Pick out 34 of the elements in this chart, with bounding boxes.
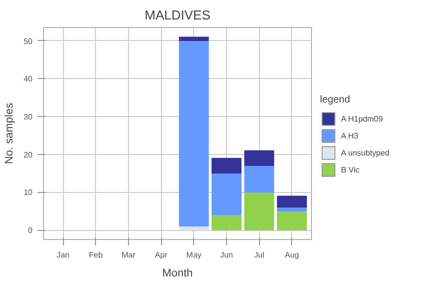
x-tick-label: Jan <box>56 250 70 260</box>
bar <box>244 165 274 192</box>
x-tick-label: Aug <box>284 250 300 260</box>
y-tick-label: 30 <box>24 112 34 122</box>
legend-label: A H3 <box>341 131 360 140</box>
legend-label: A unsubtyped <box>341 148 390 157</box>
bar <box>212 158 242 174</box>
legend-title: legend <box>320 94 352 106</box>
x-tick-label: Apr <box>154 250 168 260</box>
y-tick-label: 0 <box>28 226 34 236</box>
bar <box>178 40 209 226</box>
legend-label: A H1pdm09 <box>341 114 383 123</box>
y-tick-label: 20 <box>24 150 34 160</box>
bar <box>244 192 274 230</box>
bar <box>212 214 242 230</box>
bar <box>276 210 307 230</box>
bar <box>212 173 242 216</box>
x-tick-label: May <box>186 250 202 260</box>
bar <box>178 36 209 41</box>
y-tick-label: 40 <box>24 74 34 84</box>
y-tick-label: 50 <box>24 36 34 46</box>
y-axis-title: No. samples <box>4 102 16 164</box>
bar <box>276 207 307 212</box>
bar <box>244 150 274 166</box>
x-tick-label: Jun <box>220 250 233 260</box>
legend-label: B Vic <box>341 165 361 174</box>
bar <box>276 196 307 208</box>
x-axis-title: Month <box>162 268 193 280</box>
x-tick-label: Feb <box>88 250 104 260</box>
x-tick-label: Jul <box>254 250 265 260</box>
bar <box>178 226 209 230</box>
chart-title: MALDIVES <box>144 8 211 22</box>
y-tick-label: 10 <box>24 188 34 198</box>
x-tick-label: Mar <box>122 250 136 260</box>
